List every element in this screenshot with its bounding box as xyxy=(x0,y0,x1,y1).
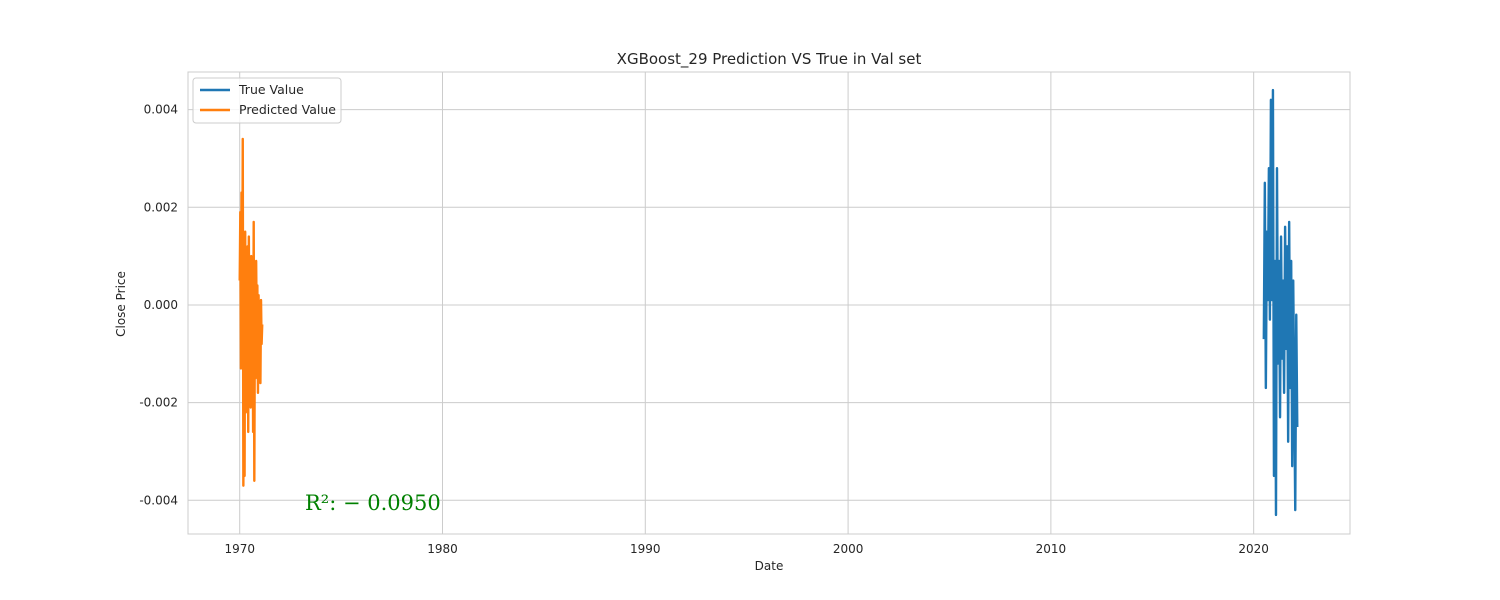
y-axis-label: Close Price xyxy=(114,271,128,337)
series-line-predicted-value xyxy=(238,137,264,487)
grid xyxy=(188,72,1350,534)
chart-title: XGBoost_29 Prediction VS True in Val set xyxy=(617,50,922,69)
x-tick-label: 2000 xyxy=(833,542,864,556)
y-tick-label: 0.002 xyxy=(144,200,178,214)
series-line-true-value xyxy=(1262,88,1299,517)
x-axis-label: Date xyxy=(755,559,784,573)
x-tick-label: 2020 xyxy=(1238,542,1269,556)
tick-labels: 1970 1980 1990 2000 2010 2020 -0.004 -0.002 0.00… xyxy=(139,103,1269,556)
x-tick-label: 1990 xyxy=(630,542,661,556)
x-tick-label: 2010 xyxy=(1036,542,1067,556)
r2-annotation: R²: − 0.0950 xyxy=(305,491,441,515)
y-tick-label: -0.002 xyxy=(139,396,178,410)
legend-label-true-value: True Value xyxy=(238,82,304,97)
y-tick-label: 0.004 xyxy=(144,103,178,117)
y-tick-label: 0.000 xyxy=(144,298,178,312)
x-tick-label: 1980 xyxy=(427,542,458,556)
y-tick-label: -0.004 xyxy=(139,493,178,507)
legend: True Value Predicted Value xyxy=(192,77,342,124)
legend-label-predicted-value: Predicted Value xyxy=(239,102,336,117)
plot-area xyxy=(187,71,1351,535)
x-tick-label: 1970 xyxy=(224,542,255,556)
series-layer xyxy=(238,88,1299,517)
